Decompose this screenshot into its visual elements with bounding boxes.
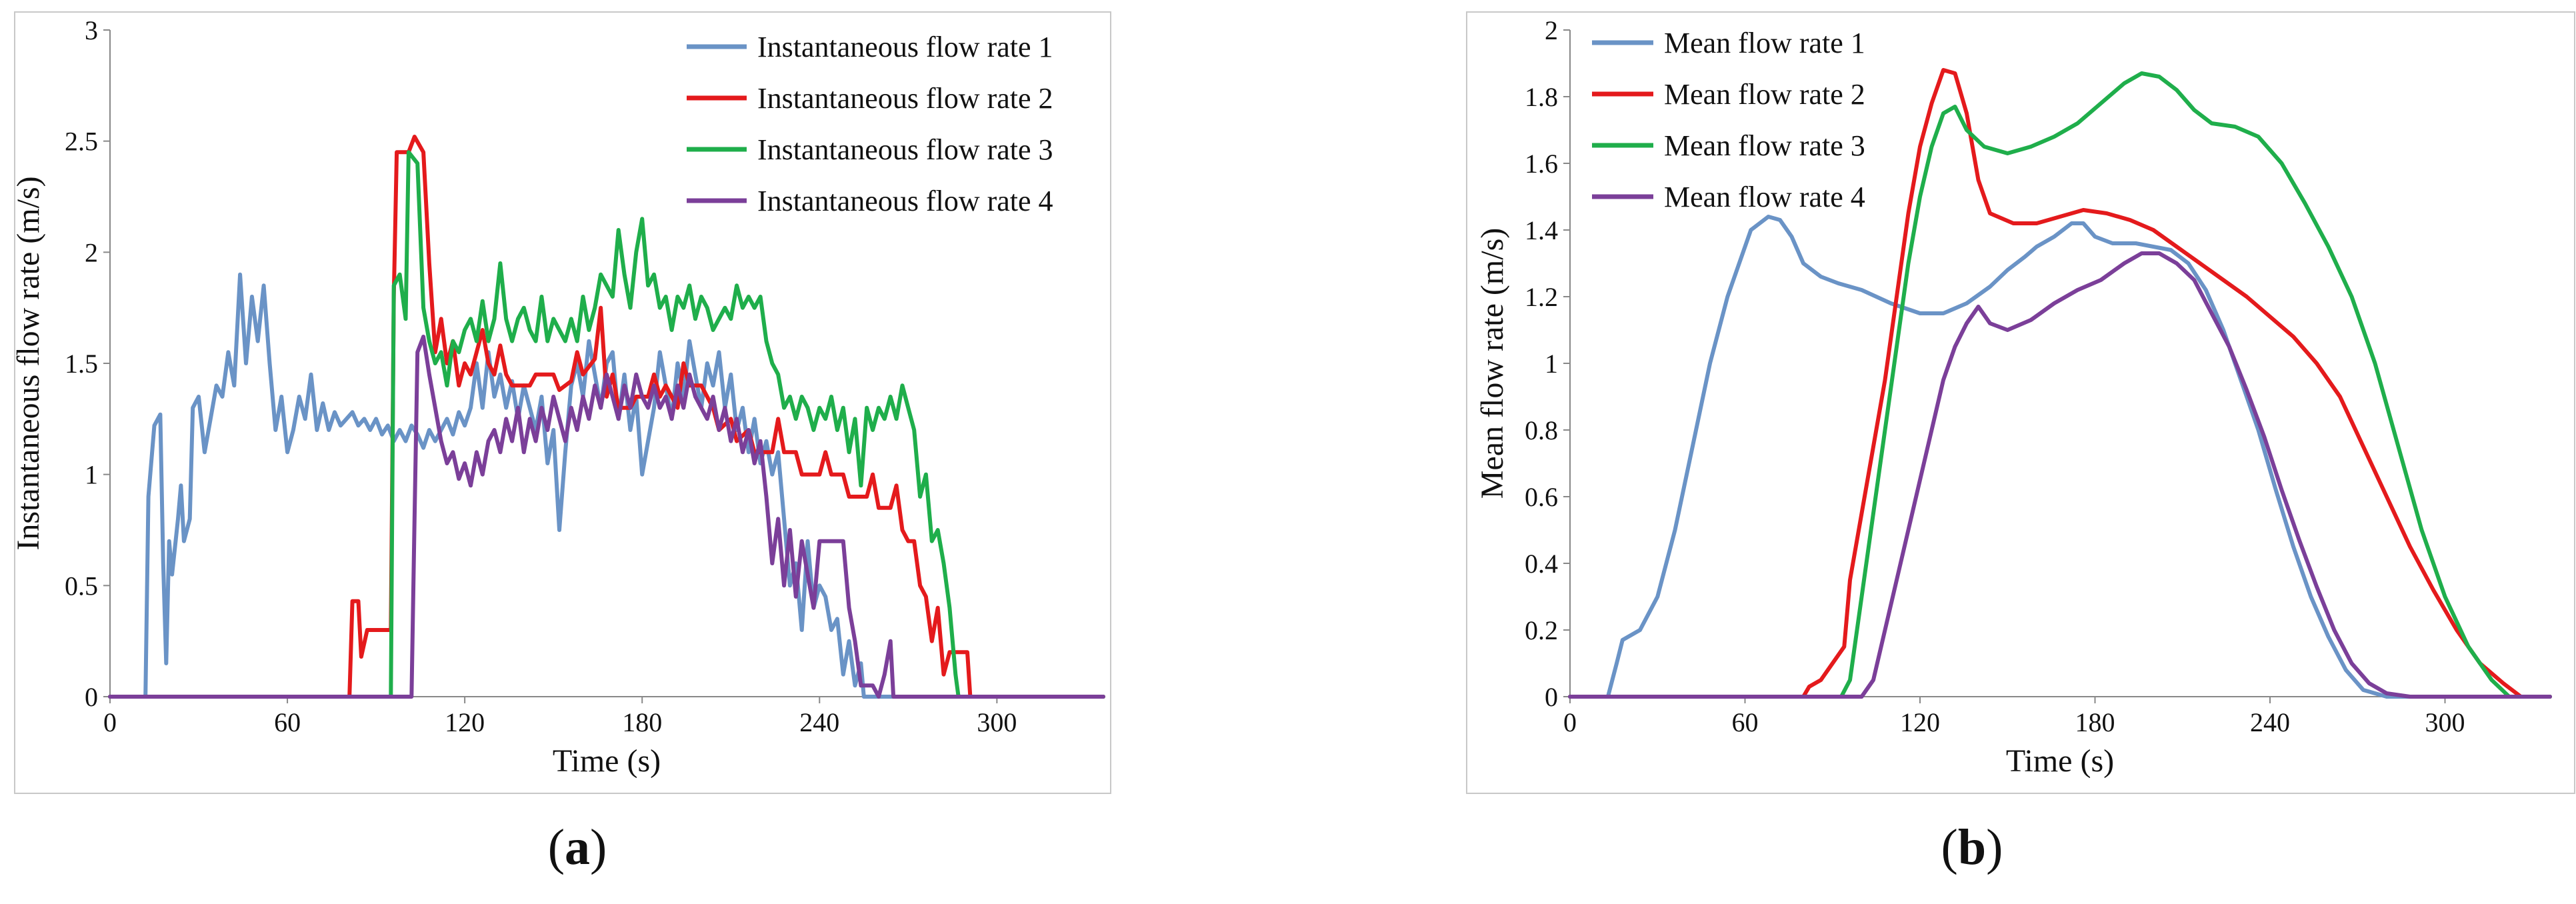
- chart-a-svg: 0 0.5 1 1.5 2 2.5 3 0 60 120 180 240 300 Time (s) Inst…: [11, 11, 1111, 794]
- chart-frame: [14, 11, 1111, 794]
- series-line-4: [1568, 251, 2552, 699]
- y-tick-label: 1.8: [1525, 82, 1558, 112]
- chart-frame: [1466, 11, 2575, 794]
- series-lines: [108, 135, 1105, 699]
- y-tick-label: 3: [85, 15, 98, 45]
- legend-label-1: Instantaneous flow rate 1: [757, 31, 1053, 63]
- series-line-4: [108, 335, 1105, 699]
- chart-b-svg: 0 0.2 0.4 0.6 0.8 1 1.2 1.4 1.6 1.8 2 0 60 120 180 240 3…: [1466, 11, 2575, 794]
- y-tick-label: 1.2: [1525, 282, 1558, 312]
- legend-label-1: Mean flow rate 1: [1664, 27, 1865, 59]
- legend-label-2: Instantaneous flow rate 2: [757, 82, 1053, 115]
- x-axis-label: Time (s): [2006, 743, 2114, 779]
- x-tick-label: 240: [2250, 707, 2290, 737]
- legend: Instantaneous flow rate 1 Instantaneous f…: [687, 31, 1053, 217]
- x-tick-label: 120: [445, 707, 485, 737]
- y-tick-label: 0.2: [1525, 615, 1558, 645]
- x-tick-label: 60: [274, 707, 301, 737]
- legend-label-4: Instantaneous flow rate 4: [757, 185, 1053, 217]
- y-tick-label: 1.4: [1525, 215, 1558, 245]
- axes: 0 0.5 1 1.5 2 2.5 3 0 60 120 180 240 300 Time (s) Inst…: [11, 15, 1103, 779]
- x-tick-label: 180: [622, 707, 662, 737]
- y-tick-label: 0: [85, 682, 98, 712]
- series-line-2: [108, 135, 1105, 699]
- y-tick-label: 1.5: [65, 349, 98, 379]
- y-tick-label: 2.5: [65, 127, 98, 157]
- x-tick-label: 120: [1900, 707, 1940, 737]
- series-lines: [1568, 68, 2552, 699]
- x-axis-label: Time (s): [553, 743, 661, 779]
- panel-b: 0 0.2 0.4 0.6 0.8 1 1.2 1.4 1.6 1.8 2 0 60 120 180 240 3…: [1288, 0, 2576, 904]
- y-tick-label: 1: [85, 460, 98, 490]
- x-tick-label: 0: [1563, 707, 1577, 737]
- legend: Mean flow rate 1 Mean flow rate 2 Mean flo…: [1592, 27, 1865, 213]
- y-tick-label: 0.6: [1525, 482, 1558, 512]
- series-line-2: [1568, 68, 2552, 699]
- y-tick-label: 1: [1545, 349, 1558, 379]
- x-tick-label: 300: [977, 707, 1017, 737]
- y-tick-label: 2: [1545, 15, 1558, 45]
- x-tick-label: 240: [799, 707, 839, 737]
- x-tick-label: 60: [1732, 707, 1759, 737]
- axes: 0 0.2 0.4 0.6 0.8 1 1.2 1.4 1.6 1.8 2 0 60 120 180 240 3…: [1475, 15, 2550, 779]
- x-tick-label: 0: [103, 707, 117, 737]
- series-line-3: [1568, 71, 2552, 699]
- caption-b: (b): [1941, 819, 2003, 875]
- legend-label-3: Instantaneous flow rate 3: [757, 133, 1053, 166]
- y-tick-label: 0.5: [65, 571, 98, 601]
- y-tick-label: 1.6: [1525, 149, 1558, 179]
- x-tick-label: 300: [2425, 707, 2465, 737]
- series-line-1: [1568, 215, 2552, 699]
- y-tick-label: 0.4: [1525, 549, 1558, 579]
- panel-a: 0 0.5 1 1.5 2 2.5 3 0 60 120 180 240 300 Time (s) Inst…: [11, 11, 1111, 875]
- y-tick-label: 0.8: [1525, 415, 1558, 445]
- series-line-1: [108, 272, 1105, 699]
- caption-a: (a): [547, 819, 607, 875]
- y-tick-label: 0: [1545, 682, 1558, 712]
- y-tick-label: 2: [85, 237, 98, 267]
- legend-label-2: Mean flow rate 2: [1664, 78, 1865, 111]
- legend-label-3: Mean flow rate 3: [1664, 129, 1865, 162]
- legend-label-4: Mean flow rate 4: [1664, 181, 1865, 213]
- x-tick-label: 180: [2075, 707, 2115, 737]
- series-line-3: [108, 150, 1105, 699]
- y-axis-label: Instantaneous flow rate (m/s): [11, 176, 46, 550]
- y-axis-label: Mean flow rate (m/s): [1475, 228, 1510, 499]
